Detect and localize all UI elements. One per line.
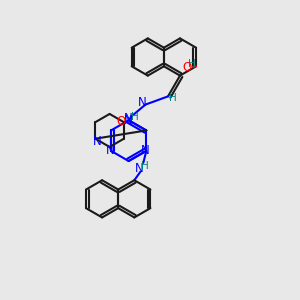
Text: O: O [116, 115, 125, 128]
Text: H: H [131, 112, 139, 122]
Text: H: H [169, 93, 176, 103]
Text: N: N [138, 96, 147, 109]
Text: H: H [188, 59, 196, 69]
Text: O: O [182, 61, 192, 74]
Text: N: N [135, 162, 143, 175]
Text: N: N [124, 112, 132, 125]
Text: N: N [141, 144, 150, 157]
Text: N: N [92, 135, 101, 148]
Text: N: N [106, 144, 115, 157]
Text: N: N [124, 114, 132, 127]
Text: H: H [141, 161, 149, 171]
